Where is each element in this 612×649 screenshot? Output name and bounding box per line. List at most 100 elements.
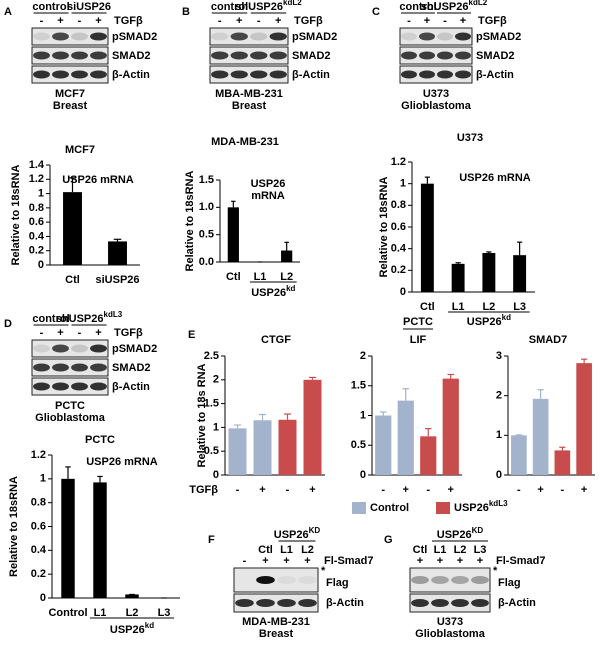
x-tick-label: L2	[280, 271, 293, 283]
lane-label: L2	[301, 544, 314, 556]
y-tick-label: 0	[400, 286, 406, 298]
group-label-sup: kd	[286, 284, 295, 293]
caption: MCF7	[55, 88, 85, 100]
group-label-main: USP26	[251, 287, 286, 299]
band-label: pSMAD2	[292, 31, 337, 43]
subtitle: PCTC	[403, 316, 433, 328]
caption: U373	[437, 616, 463, 628]
group-label-sup: kd	[145, 621, 154, 630]
chart-title: MDA-MB-231	[211, 136, 279, 148]
group-label-main: shUSP26	[235, 1, 283, 13]
treatment-mark: +	[457, 555, 463, 567]
panel-letter: G	[384, 534, 393, 546]
blot-band	[401, 70, 417, 79]
legend-swatch	[436, 502, 450, 514]
group-label: shUSP26kdL3	[56, 310, 123, 325]
blot-strip	[31, 65, 109, 84]
bar	[554, 450, 571, 475]
y-tick-label: 0.2	[29, 245, 44, 257]
y-tick-label: 1.5	[199, 174, 214, 186]
x-tick-label: +	[259, 484, 265, 496]
lane-label: +	[424, 15, 430, 27]
bar	[397, 400, 414, 475]
y-tick-label: 1	[360, 409, 366, 421]
y-axis-label: Relative to 18sRNA	[184, 171, 196, 272]
blot-band	[52, 32, 69, 41]
y-tick-label: 0.8	[31, 497, 46, 509]
lane-label: +	[57, 15, 63, 27]
blot-band	[256, 599, 275, 607]
y-axis-label: Relative to 18sRNA	[10, 165, 22, 266]
band-label: SMAD2	[112, 362, 151, 374]
treatment-label: TGFβ	[114, 327, 143, 339]
y-tick-label: 1	[38, 187, 44, 199]
group-label: shUSP26kdL2	[235, 0, 302, 13]
x-tick-label: Ctl	[226, 271, 241, 283]
group-label: USP26kd	[110, 621, 154, 636]
star: *	[493, 565, 498, 577]
blot-band	[230, 70, 248, 79]
bar	[108, 241, 127, 265]
lane-label: -	[257, 15, 261, 27]
bar	[227, 207, 239, 262]
x-tick-label: siUSP26	[95, 274, 139, 286]
bar	[281, 250, 293, 262]
blot-band	[33, 32, 50, 41]
x-tick-label: Control	[48, 607, 87, 619]
y-tick-label: 2	[360, 350, 366, 362]
panel-letter: C	[372, 6, 380, 18]
caption: PCTC	[55, 400, 85, 412]
lane-label: +	[95, 327, 101, 339]
y-tick-label: 0.8	[391, 199, 406, 211]
y-tick-label: 0	[40, 592, 46, 604]
bar	[420, 436, 437, 475]
lane-label: +	[460, 15, 466, 27]
blot-band	[298, 599, 317, 607]
lane-label: Ctl	[258, 544, 273, 556]
inner-label: USP26	[251, 178, 286, 190]
blot-strip	[409, 567, 491, 593]
chart-title: MCF7	[65, 144, 95, 156]
treatment-mark: +	[283, 555, 289, 567]
blot-band	[298, 576, 317, 584]
blot-band	[211, 70, 229, 79]
band-label: SMAD2	[292, 50, 331, 62]
blot-band	[431, 576, 449, 584]
y-tick-label: 0.5	[199, 229, 214, 241]
group-label-main: shUSP26	[421, 1, 469, 13]
blot-strip	[31, 339, 109, 358]
bar	[451, 263, 465, 292]
caption: Breast	[232, 100, 267, 112]
blot-strip	[31, 358, 109, 377]
treatment-label: TGFβ	[478, 15, 507, 27]
blot-band	[71, 70, 88, 79]
blot-strip	[233, 567, 319, 593]
y-tick-label: 2	[496, 390, 502, 402]
blot-band	[431, 599, 449, 607]
bar	[63, 192, 82, 265]
lane-label: Ctl	[413, 544, 428, 556]
y-tick-label: 0.5	[204, 445, 219, 457]
y-tick-label: 0	[213, 469, 219, 481]
chart-title: PCTC	[85, 434, 115, 446]
group-label: USP26KD	[274, 526, 321, 541]
lane-label: -	[78, 327, 82, 339]
y-tick-label: 0.6	[31, 520, 46, 532]
blot-strip	[209, 46, 289, 65]
bar	[482, 253, 496, 292]
blot-band	[33, 51, 50, 60]
blot-band	[250, 51, 268, 60]
y-tick-label: 1.2	[29, 173, 44, 185]
blot-band	[269, 51, 287, 60]
x-tick-label: -	[381, 484, 385, 496]
x-tick-label: Ctl	[65, 274, 80, 286]
y-tick-label: 1	[40, 473, 46, 485]
blot-band	[437, 70, 453, 79]
caption: Breast	[259, 628, 294, 640]
blot-band	[250, 70, 268, 79]
blot-strip	[31, 377, 109, 396]
lane-label: +	[275, 15, 281, 27]
blot-band	[52, 363, 69, 372]
y-tick-label: 0.4	[391, 243, 407, 255]
